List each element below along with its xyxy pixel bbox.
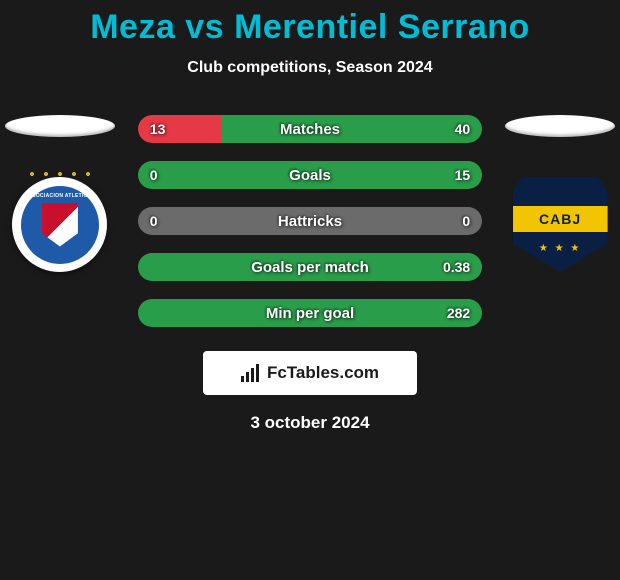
bar-chart-icon — [241, 364, 263, 382]
page-title: Meza vs Merentiel Serrano — [0, 8, 620, 47]
stats-column: 13Matches400Goals150Hattricks0Goals per … — [138, 115, 482, 327]
stat-label: Goals per match — [138, 259, 482, 276]
right-crest-text: CABJ — [539, 211, 581, 227]
right-crest-icon: CABJ ★ ★ ★ — [513, 177, 608, 272]
right-team-col: CABJ ★ ★ ★ — [500, 115, 620, 272]
stat-label: Hattricks — [138, 213, 482, 230]
right-crest-stars-icon: ★ ★ ★ — [539, 243, 581, 254]
footer-brand-badge[interactable]: FcTables.com — [203, 351, 417, 395]
right-crest-band: CABJ — [513, 206, 608, 232]
main-row: ASOCIACION ATLETICA 13Matches400Goals150… — [0, 115, 620, 327]
stat-value-right: 0.38 — [443, 259, 470, 275]
left-crest-shield-icon — [42, 203, 78, 247]
left-crest-icon: ASOCIACION ATLETICA — [12, 177, 107, 272]
comparison-card: Meza vs Merentiel Serrano Club competiti… — [0, 0, 620, 433]
footer-brand-text: FcTables.com — [267, 363, 379, 383]
right-flag-icon — [505, 115, 615, 137]
stat-label: Min per goal — [138, 305, 482, 322]
stat-value-right: 40 — [455, 121, 471, 137]
stat-label: Matches — [138, 121, 482, 138]
stat-bar: Goals per match0.38 — [138, 253, 482, 281]
stat-value-right: 282 — [447, 305, 470, 321]
stat-bar: 0Hattricks0 — [138, 207, 482, 235]
stat-bar: 13Matches40 — [138, 115, 482, 143]
stat-value-right: 15 — [455, 167, 471, 183]
left-team-col: ASOCIACION ATLETICA — [0, 115, 120, 272]
stat-label: Goals — [138, 167, 482, 184]
left-crest-text: ASOCIACION ATLETICA — [21, 193, 99, 199]
left-crest-inner: ASOCIACION ATLETICA — [21, 186, 99, 264]
stat-bar: Min per goal282 — [138, 299, 482, 327]
stat-bar: 0Goals15 — [138, 161, 482, 189]
stat-value-right: 0 — [462, 213, 470, 229]
subtitle: Club competitions, Season 2024 — [0, 59, 620, 77]
date-label: 3 october 2024 — [0, 413, 620, 433]
left-flag-icon — [5, 115, 115, 137]
